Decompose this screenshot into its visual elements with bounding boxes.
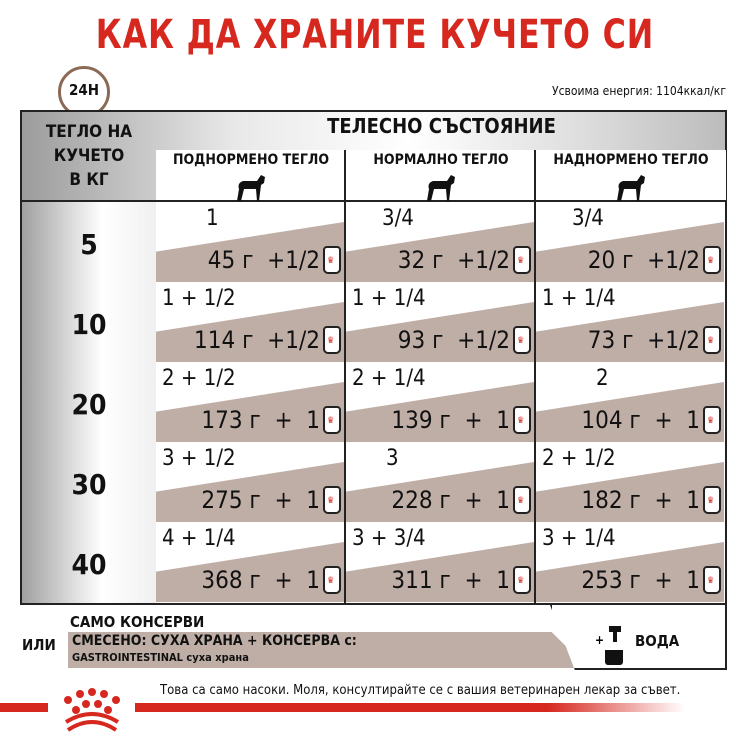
clock-label: 24H bbox=[68, 81, 100, 99]
dry-amount: 1 + 1/4 bbox=[542, 286, 616, 311]
only-cans-label: САМО КОНСЕРВИ bbox=[70, 613, 205, 631]
table-cell: 3 + 3/4 311 г + 1 bbox=[346, 522, 534, 602]
wet-amount: 45 г +1/2 bbox=[207, 246, 320, 274]
royal-canin-crown-logo bbox=[64, 688, 120, 732]
can-icon bbox=[323, 246, 341, 274]
table-cell: 3 + 1/4 253 г + 1 bbox=[536, 522, 724, 602]
can-icon bbox=[513, 246, 531, 274]
water-label: ВОДА bbox=[635, 632, 680, 650]
can-icon bbox=[703, 326, 721, 354]
wet-amount: 73 г +1/2 bbox=[587, 326, 700, 354]
wet-amount: 114 г +1/2 bbox=[194, 326, 320, 354]
table-cell: 1 + 1/4 73 г +1/2 bbox=[536, 282, 724, 362]
body-condition-header: ТЕЛЕСНО СЪСТОЯНИЕ bbox=[327, 114, 556, 138]
table-cell: 2 + 1/2 182 г + 1 bbox=[536, 442, 724, 522]
dry-amount: 1 + 1/2 bbox=[162, 286, 236, 311]
can-icon bbox=[323, 566, 341, 594]
page-title: КАК ДА ХРАНИТЕ КУЧЕТО СИ bbox=[95, 12, 655, 58]
wet-amount: 104 г + 1 bbox=[581, 406, 700, 434]
water-tap-icon: + bbox=[595, 626, 623, 665]
dry-amount: 2 bbox=[596, 366, 609, 391]
dry-amount: 1 + 1/4 bbox=[352, 286, 426, 311]
disclaimer: Това са само насоки. Моля, консултирайте… bbox=[160, 683, 681, 698]
weight-value: 5 bbox=[80, 228, 98, 261]
column-header-label: НАДНОРМЕНО ТЕГЛО bbox=[553, 152, 709, 168]
dog-silhouette-icon bbox=[617, 175, 645, 201]
wet-amount: 93 г +1/2 bbox=[397, 326, 510, 354]
wet-amount: 311 г + 1 bbox=[391, 566, 510, 594]
weight-value: 40 bbox=[71, 548, 107, 581]
can-icon bbox=[513, 326, 531, 354]
weight-header: ТЕГЛО НА КУЧЕТО В КГ bbox=[22, 120, 156, 192]
dry-amount: 1 bbox=[206, 206, 219, 231]
table-cell: 3 + 1/2 275 г + 1 bbox=[156, 442, 344, 522]
weight-header-line: В КГ bbox=[69, 170, 109, 190]
dry-amount: 2 + 1/2 bbox=[162, 366, 236, 391]
brand-bar bbox=[135, 703, 685, 712]
table-cell: 1 + 1/2 114 г +1/2 bbox=[156, 282, 344, 362]
table-cell: 4 + 1/4 368 г + 1 bbox=[156, 522, 344, 602]
weight-value: 30 bbox=[71, 468, 107, 501]
clock-icon: 24H bbox=[58, 66, 110, 118]
column-header: НАДНОРМЕНО ТЕГЛО bbox=[536, 150, 726, 201]
wet-amount: 139 г + 1 bbox=[391, 406, 510, 434]
can-icon bbox=[323, 486, 341, 514]
dry-amount: 3/4 bbox=[572, 206, 604, 231]
dog-silhouette-icon bbox=[237, 175, 265, 201]
can-icon bbox=[703, 486, 721, 514]
table-cell: 3 228 г + 1 bbox=[346, 442, 534, 522]
mixed-label: СМЕСЕНО: СУХА ХРАНА + КОНСЕРВА с: bbox=[72, 633, 357, 649]
can-icon bbox=[323, 326, 341, 354]
brand-bar bbox=[0, 703, 48, 712]
wet-amount: 253 г + 1 bbox=[581, 566, 700, 594]
table-cell: 2 104 г + 1 bbox=[536, 362, 724, 442]
wet-amount: 228 г + 1 bbox=[391, 486, 510, 514]
feeding-table: ТЕГЛО НА КУЧЕТО В КГ ТЕЛЕСНО СЪСТОЯНИЕ П… bbox=[20, 110, 727, 605]
energy-label: Усвоима енергия: 1104ккал/кг bbox=[552, 84, 726, 98]
can-icon bbox=[323, 406, 341, 434]
weight-header-line: КУЧЕТО bbox=[53, 146, 125, 166]
can-icon bbox=[513, 406, 531, 434]
can-icon bbox=[513, 486, 531, 514]
mixed-band bbox=[68, 632, 588, 668]
dry-amount: 3 + 3/4 bbox=[352, 526, 426, 551]
table-cell: 3/4 20 г +1/2 bbox=[536, 202, 724, 282]
or-label: ИЛИ bbox=[22, 636, 56, 654]
svg-text:+: + bbox=[595, 633, 604, 647]
wet-amount: 275 г + 1 bbox=[201, 486, 320, 514]
mixed-sub-label: GASTROINTESTINAL суха храна bbox=[72, 651, 249, 664]
column-divider bbox=[534, 150, 536, 603]
weight-header-line: ТЕГЛО НА bbox=[45, 122, 133, 142]
column-header-label: НОРМАЛНО ТЕГЛО bbox=[373, 152, 509, 168]
column-divider bbox=[344, 150, 346, 603]
dry-amount: 2 + 1/4 bbox=[352, 366, 426, 391]
table-cell: 1 45 г +1/2 bbox=[156, 202, 344, 282]
dry-amount: 3 + 1/2 bbox=[162, 446, 236, 471]
can-icon bbox=[703, 406, 721, 434]
table-cell: 3/4 32 г +1/2 bbox=[346, 202, 534, 282]
dry-amount: 3/4 bbox=[382, 206, 414, 231]
wet-amount: 182 г + 1 bbox=[581, 486, 700, 514]
column-header: НОРМАЛНО ТЕГЛО bbox=[346, 150, 536, 201]
weight-value: 20 bbox=[71, 388, 107, 421]
column-header-label: ПОДНОРМЕНО ТЕГЛО bbox=[172, 152, 330, 168]
column-header: ПОДНОРМЕНО ТЕГЛО bbox=[156, 150, 346, 201]
dry-amount: 2 + 1/2 bbox=[542, 446, 616, 471]
wet-amount: 368 г + 1 bbox=[201, 566, 320, 594]
wet-amount: 32 г +1/2 bbox=[397, 246, 510, 274]
table-cell: 1 + 1/4 93 г +1/2 bbox=[346, 282, 534, 362]
can-icon bbox=[513, 566, 531, 594]
table-cell: 2 + 1/4 139 г + 1 bbox=[346, 362, 534, 442]
can-icon bbox=[703, 246, 721, 274]
table-cell: 2 + 1/2 173 г + 1 bbox=[156, 362, 344, 442]
wet-amount: 173 г + 1 bbox=[201, 406, 320, 434]
dry-amount: 3 bbox=[386, 446, 399, 471]
dry-amount: 3 + 1/4 bbox=[542, 526, 616, 551]
can-icon bbox=[703, 566, 721, 594]
dog-silhouette-icon bbox=[427, 175, 455, 201]
weight-value: 10 bbox=[71, 308, 107, 341]
wet-amount: 20 г +1/2 bbox=[587, 246, 700, 274]
dry-amount: 4 + 1/4 bbox=[162, 526, 236, 551]
